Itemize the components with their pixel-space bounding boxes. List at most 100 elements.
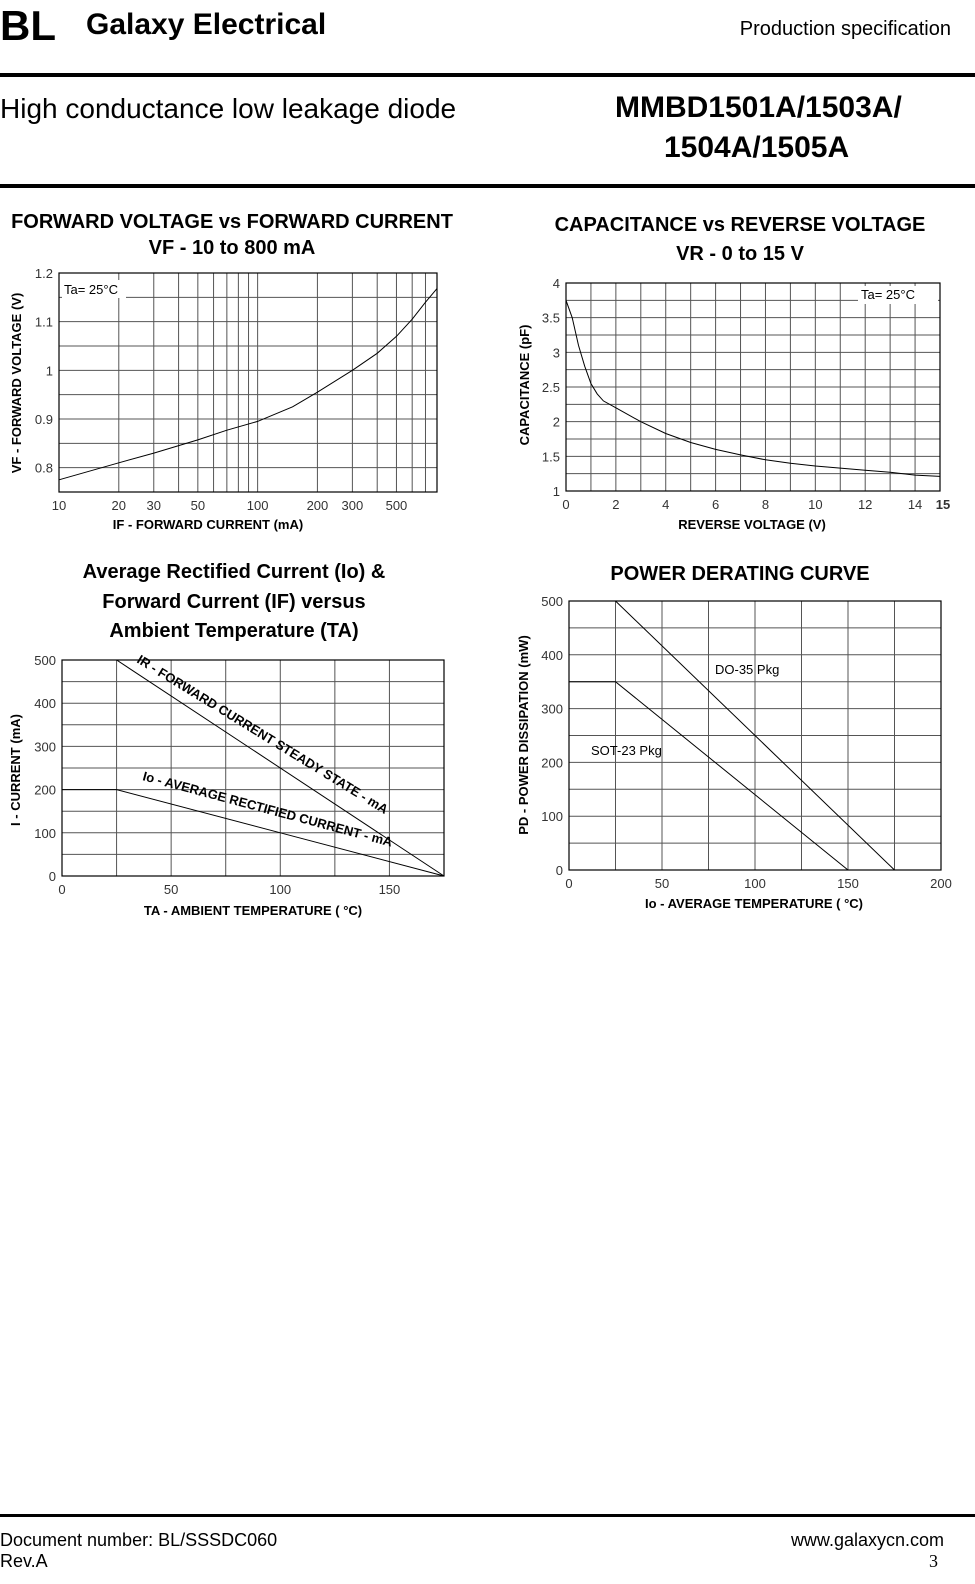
y-tick-label: 500 <box>34 653 56 668</box>
header-rule <box>0 73 975 77</box>
y-axis-label: CAPACITANCE (pF) <box>517 325 532 446</box>
x-tick-label: 300 <box>342 498 364 513</box>
x-tick-label: 20 <box>112 498 126 513</box>
title-rule <box>0 184 975 188</box>
y-tick-label: 2.5 <box>542 380 560 395</box>
x-tick-label: 12 <box>858 497 872 512</box>
series-label: IR - FORWARD CURRENT STEADY STATE - mA <box>134 652 391 817</box>
x-tick-label: 150 <box>837 876 859 891</box>
y-tick-label: 400 <box>541 648 563 663</box>
x-tick-label: 10 <box>808 497 822 512</box>
y-tick-label: 4 <box>553 276 560 291</box>
chart-title: VF - 10 to 800 mA <box>149 237 316 259</box>
part-number-line2: 1504A/1505A <box>664 131 850 164</box>
plot-frame <box>568 600 942 871</box>
company-name: Galaxy Electrical <box>86 8 327 41</box>
y-tick-label: 0 <box>556 863 563 878</box>
x-tick-label: 10 <box>52 498 66 513</box>
x-tick-label: 50 <box>191 498 205 513</box>
series-line-1 <box>569 600 895 871</box>
y-axis-label: I - CURRENT (mA) <box>8 714 23 826</box>
page-number: 3 <box>929 1551 938 1571</box>
series-line-1 <box>565 300 941 477</box>
document-number: Document number: BL/SSSDC060 <box>0 1530 278 1550</box>
x-tick-label: 0 <box>562 497 569 512</box>
x-tick-label: 200 <box>307 498 329 513</box>
chart-title: FORWARD VOLTAGE vs FORWARD CURRENT <box>11 211 453 233</box>
x-tick-label: 2 <box>612 497 619 512</box>
x-tick-label: 30 <box>147 498 161 513</box>
x-tick-label: 50 <box>655 876 669 891</box>
doc-type: Production specification <box>739 18 951 40</box>
x-tick-label: 0 <box>565 876 572 891</box>
x-tick-label: 100 <box>744 876 766 891</box>
x-tick-label: 200 <box>930 876 952 891</box>
footer-rule <box>0 1514 975 1517</box>
y-tick-label: 0.8 <box>35 461 53 476</box>
y-tick-label: 0 <box>49 869 56 884</box>
chart-title: POWER DERATING CURVE <box>610 563 869 585</box>
y-tick-label: 400 <box>34 696 56 711</box>
chart-2: CAPACITANCE vs REVERSE VOLTAGE VR - 0 to … <box>517 214 950 532</box>
y-tick-label: 1 <box>553 484 560 499</box>
y-tick-label: 200 <box>541 755 563 770</box>
x-axis-label: REVERSE VOLTAGE (V) <box>678 517 826 532</box>
chart-title: CAPACITANCE vs REVERSE VOLTAGE <box>555 214 926 236</box>
y-tick-label: 3 <box>553 345 560 360</box>
x-tick-label: 8 <box>762 497 769 512</box>
product-description: High conductance low leakage diode <box>0 93 457 124</box>
temperature-annotation: Ta= 25°C <box>861 287 915 302</box>
y-tick-label: 0.9 <box>35 412 53 427</box>
y-tick-label: 100 <box>34 826 56 841</box>
x-axis-label: TA - AMBIENT TEMPERATURE ( °C) <box>144 903 362 918</box>
annotation-box <box>858 286 938 304</box>
y-tick-label: 1 <box>46 363 53 378</box>
x-tick-label: 15 <box>936 497 950 512</box>
y-tick-label: 100 <box>541 809 563 824</box>
company-logo: BL <box>0 2 56 49</box>
series-line-1 <box>58 288 438 481</box>
series-label: DO-35 Pkg <box>715 662 779 677</box>
x-tick-label: 4 <box>662 497 669 512</box>
chart-3: Average Rectified Current (Io) & Forward … <box>8 561 445 918</box>
y-tick-label: 3.5 <box>542 311 560 326</box>
y-tick-label: 1.2 <box>35 266 53 281</box>
part-number-line1: MMBD1501A/1503A/ <box>615 91 902 124</box>
x-axis-label: Io - AVERAGE TEMPERATURE ( °C) <box>645 896 863 911</box>
chart-4: POWER DERATING CURVE 0 50 100 150 200 0 100 200 3… <box>516 563 952 911</box>
x-tick-label: 100 <box>247 498 269 513</box>
series-line-2 <box>569 681 849 871</box>
y-tick-label: 300 <box>541 702 563 717</box>
x-tick-label: 100 <box>269 882 291 897</box>
y-tick-label: 2 <box>553 415 560 430</box>
x-tick-label: 500 <box>386 498 408 513</box>
y-tick-label: 1.1 <box>35 315 53 330</box>
charts-area: FORWARD VOLTAGE vs FORWARD CURRENT VF - 1… <box>8 211 952 918</box>
plot-frame <box>58 272 438 493</box>
x-tick-label: 14 <box>908 497 922 512</box>
series-label: SOT-23 Pkg <box>591 743 662 758</box>
series-line-1 <box>62 659 445 877</box>
series-line-2 <box>62 789 445 877</box>
chart-1: FORWARD VOLTAGE vs FORWARD CURRENT VF - 1… <box>9 211 453 532</box>
plot-frame <box>565 282 941 492</box>
revision: Rev.A <box>0 1551 48 1571</box>
chart-title: VR - 0 to 15 V <box>676 243 804 265</box>
y-tick-label: 300 <box>34 739 56 754</box>
x-tick-label: 6 <box>712 497 719 512</box>
chart-title: Ambient Temperature (TA) <box>109 620 358 642</box>
x-tick-label: 0 <box>58 882 65 897</box>
x-tick-label: 150 <box>379 882 401 897</box>
x-axis-label: IF - FORWARD CURRENT (mA) <box>113 517 303 532</box>
y-tick-label: 500 <box>541 594 563 609</box>
website-link[interactable]: www.galaxycn.com <box>790 1530 944 1550</box>
y-tick-label: 200 <box>34 783 56 798</box>
y-tick-label: 1.5 <box>542 449 560 464</box>
series-label: Io - AVERAGE RECTIFIED CURRENT - mA <box>141 768 395 849</box>
x-tick-label: 50 <box>164 882 178 897</box>
chart-title: Average Rectified Current (Io) & <box>83 561 386 583</box>
y-axis-label: PD - POWER DISSIPATION (mW) <box>516 635 531 835</box>
annotation-box <box>62 280 126 298</box>
chart-title: Forward Current (IF) versus <box>102 591 365 613</box>
y-axis-label: VF - FORWARD VOLTAGE (V) <box>9 293 24 474</box>
